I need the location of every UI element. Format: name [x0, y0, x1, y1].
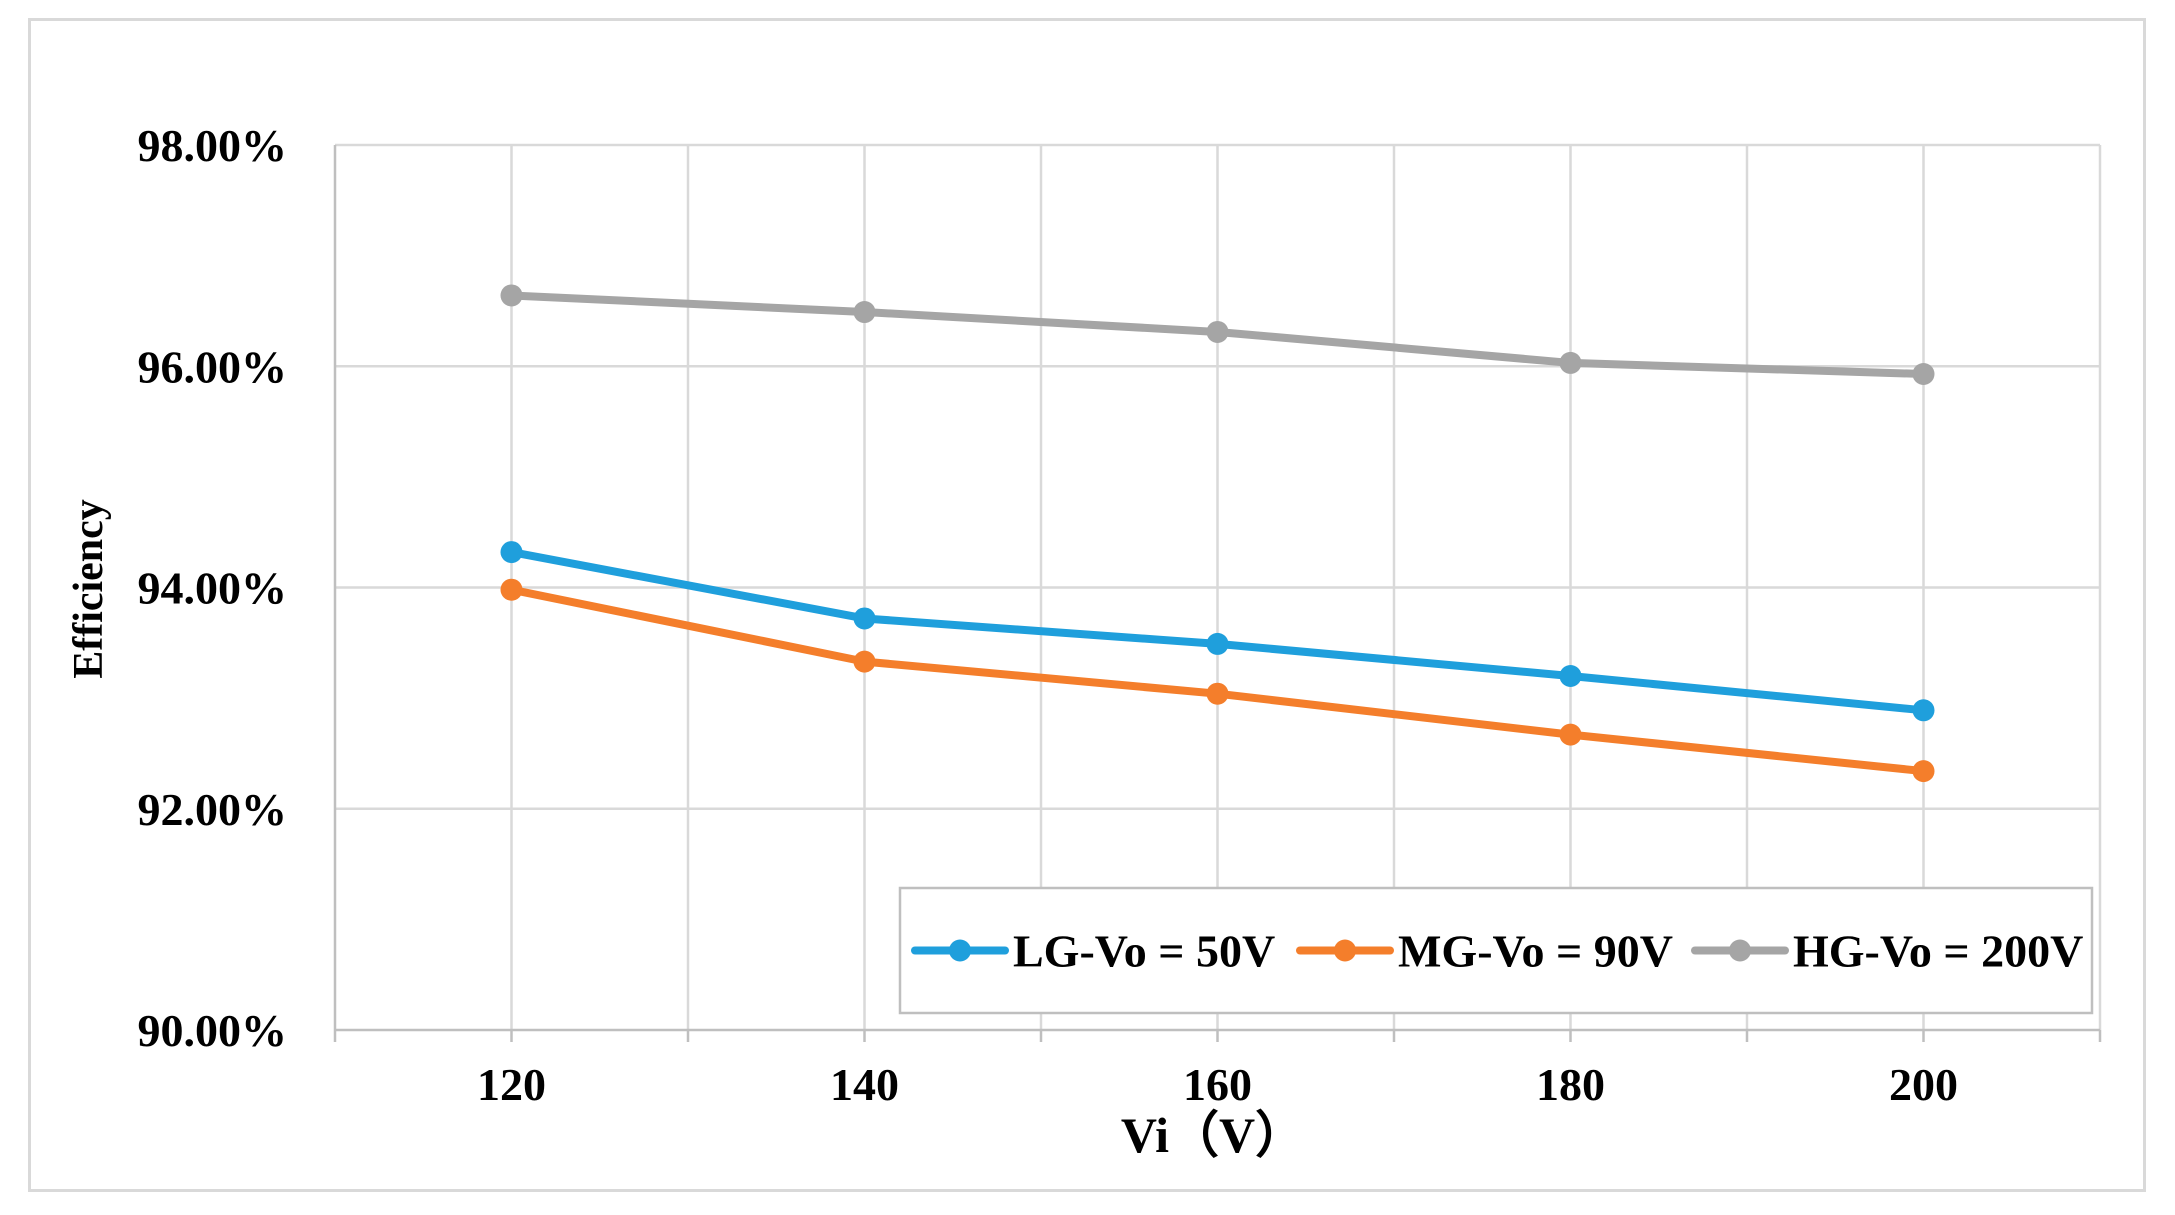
series-1-point-3 — [1559, 723, 1582, 746]
x-tick-label-1: 140 — [830, 1059, 899, 1110]
x-tick-label-3: 180 — [1536, 1059, 1605, 1110]
legend-label-2: HG-Vo = 200V — [1793, 926, 2083, 977]
legend-entry-2: HG-Vo = 200V — [1691, 926, 2083, 977]
y-tick-label-4: 98.00% — [138, 120, 288, 171]
series-2-point-0 — [500, 284, 523, 307]
y-axis-title: Efficiency — [66, 499, 112, 679]
series-0-point-3 — [1559, 665, 1582, 687]
legend-label-1: MG-Vo = 90V — [1398, 926, 1673, 977]
legend-entry-0: LG-Vo = 50V — [911, 926, 1275, 977]
x-axis-title: Vi（V） — [1121, 1107, 1305, 1163]
legend-swatch-marker-1 — [1334, 939, 1356, 962]
legend-box — [898, 886, 2094, 1015]
y-tick-label-3: 96.00% — [138, 341, 288, 392]
series-1-point-0 — [500, 578, 523, 601]
x-tick-label-0: 120 — [477, 1059, 546, 1110]
x-tick-label-2: 160 — [1183, 1059, 1252, 1110]
series-lines — [500, 284, 1935, 783]
axes — [333, 145, 2102, 1042]
series-2-point-4 — [1912, 362, 1935, 385]
series-0-point-4 — [1912, 699, 1935, 722]
y-tick-label-2: 94.00% — [138, 563, 288, 614]
series-0-point-0 — [500, 541, 523, 564]
x-tick-label-4: 200 — [1889, 1059, 1958, 1110]
series-1-point-1 — [853, 650, 876, 673]
legend-swatch-marker-0 — [949, 939, 971, 962]
y-tick-label-1: 92.00% — [138, 784, 288, 835]
legend: LG-Vo = 50V MG-Vo = 90V HG-Vo = 200V — [898, 886, 2094, 1015]
y-tick-label-0: 90.00% — [138, 1005, 288, 1056]
legend-swatch-marker-2 — [1729, 939, 1751, 962]
grid-lines — [335, 143, 2102, 1030]
series-2-point-3 — [1559, 351, 1582, 374]
legend-label-0: LG-Vo = 50V — [1013, 926, 1275, 977]
series-0-point-2 — [1206, 632, 1229, 655]
series-1-point-2 — [1206, 682, 1229, 705]
legend-entry-1: MG-Vo = 90V — [1296, 926, 1673, 977]
series-2-point-2 — [1206, 320, 1229, 343]
series-1-point-4 — [1912, 760, 1935, 783]
series-0-point-1 — [853, 607, 876, 630]
series-0 — [500, 541, 1935, 722]
series-2 — [500, 284, 1935, 385]
series-2-point-1 — [853, 301, 876, 324]
series-1 — [500, 578, 1935, 783]
tick-labels: 90.00% 92.00% 94.00% 96.00% 98.00% 120 140 160 1… — [138, 120, 1959, 1110]
